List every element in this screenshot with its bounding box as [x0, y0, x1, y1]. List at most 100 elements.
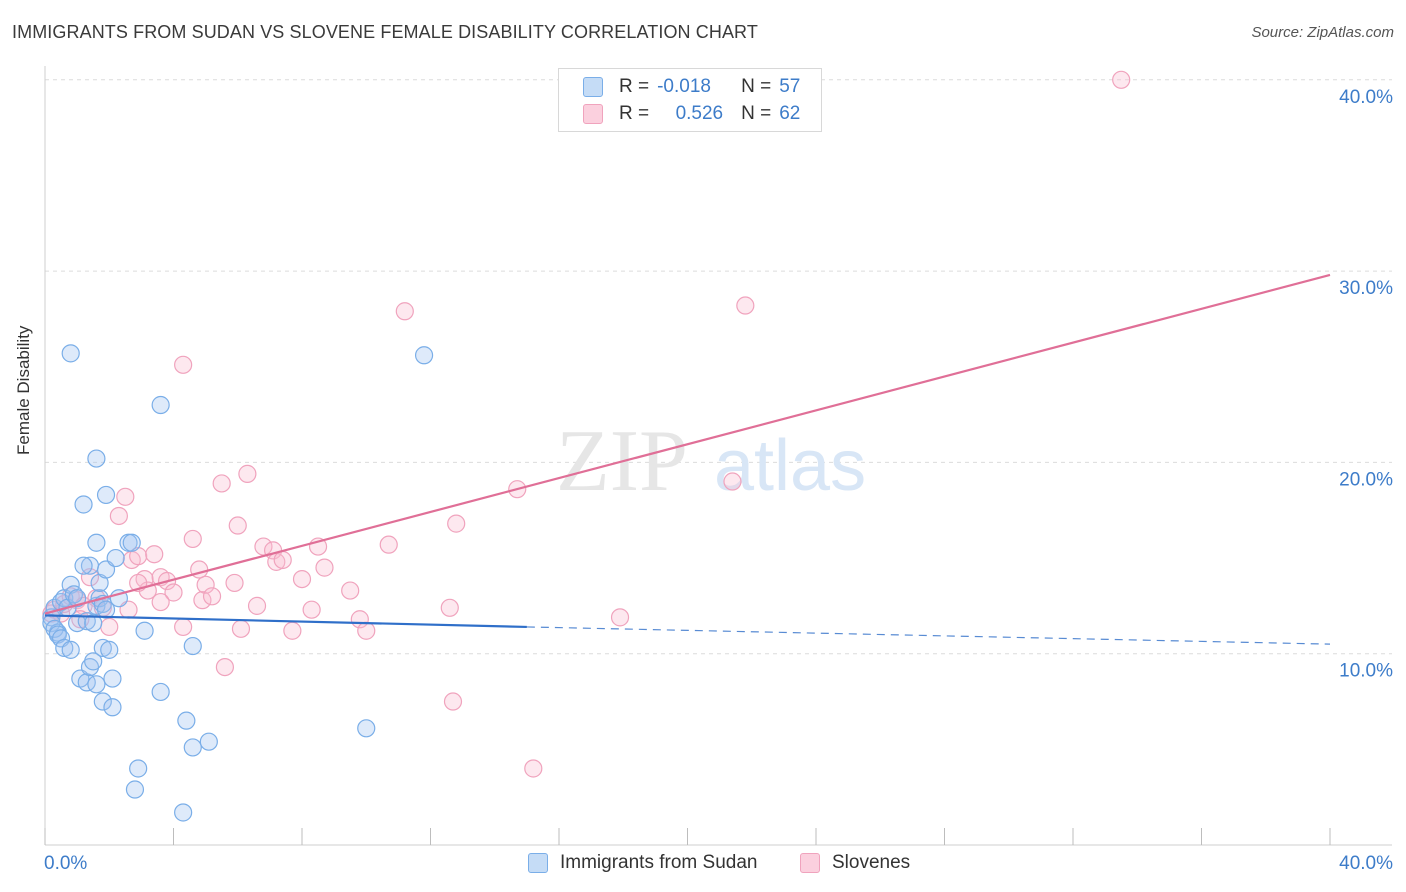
watermark-atlas: atlas: [714, 426, 866, 506]
slovenes-point: [524, 759, 543, 778]
legend-item-sudan[interactable]: Immigrants from Sudan: [528, 852, 757, 874]
slovenes-point: [164, 583, 183, 602]
slovenes-point: [273, 550, 292, 570]
sudan-point: [96, 485, 116, 505]
slovenes-point: [723, 472, 742, 491]
sudan-point: [183, 738, 202, 757]
sudan-point: [183, 636, 202, 656]
legend-row-sudan: R = -0.018 N = 57: [583, 75, 800, 99]
slovenes-point: [292, 569, 312, 589]
sudan-point: [151, 395, 170, 415]
slovenes-point: [212, 474, 231, 493]
sudan-point: [414, 346, 434, 365]
slovenes-point: [116, 487, 135, 506]
sudan-point: [93, 638, 112, 658]
sudan-point: [357, 719, 376, 738]
sudan-point: [106, 548, 125, 568]
slovenes-point: [228, 516, 247, 535]
legend-n-label: N =: [741, 103, 772, 124]
slovenes-point: [238, 464, 257, 483]
slovenes-point: [145, 545, 164, 564]
y-axis-label: Female Disability: [14, 325, 33, 455]
sudan-point: [45, 619, 64, 638]
sudan-point: [125, 780, 145, 799]
sudan-point: [55, 638, 74, 658]
slovenes-point: [174, 355, 193, 374]
watermark: ZIP atlas: [556, 413, 866, 510]
legend-label-slovenes: Slovenes: [832, 852, 911, 873]
sudan-point: [100, 640, 119, 659]
y-tick-label: 30.0%: [1339, 278, 1393, 299]
sudan-point: [135, 621, 154, 640]
legend-row-slovenes: R = 0.526 N = 62: [583, 102, 800, 126]
slovenes-point: [215, 657, 234, 677]
slovenes-swatch: [583, 104, 603, 124]
slovenes-point: [443, 692, 463, 711]
slovenes-point: [440, 598, 459, 617]
sudan-point: [87, 675, 106, 694]
sudan-point: [93, 692, 112, 711]
slovenes-point: [283, 621, 302, 640]
legend-r-value: 0.526: [675, 103, 724, 124]
sudan-point: [129, 759, 148, 778]
x-tick-labels: 0.0% 40.0%: [44, 853, 1393, 874]
sudan-point: [84, 652, 103, 671]
slovenes-point: [109, 506, 128, 526]
sudan-point: [84, 613, 103, 633]
trend-lines: [44, 273, 1331, 645]
slovenes-point: [247, 596, 267, 615]
sudan-swatch: [583, 77, 603, 97]
slovenes-point: [202, 587, 222, 606]
slovenes-point: [302, 600, 321, 619]
legend-n-value: 57: [779, 76, 801, 97]
series-legend: Immigrants from Sudan Slovenes: [0, 852, 1406, 878]
y-tick-label: 10.0%: [1339, 661, 1393, 682]
slovenes-point: [315, 558, 334, 577]
sudan-trend-line: [44, 614, 527, 629]
grid-lines: [45, 79, 1392, 655]
sudan-point: [61, 344, 80, 363]
sudan-trend-extension: [526, 626, 1331, 645]
slovenes-point: [447, 514, 466, 533]
slovenes-point: [183, 529, 202, 549]
legend-n-label: N =: [741, 76, 772, 97]
sudan-point: [74, 495, 93, 514]
sudan-point: [122, 533, 141, 552]
sudan-point: [74, 556, 93, 575]
axes: [44, 66, 1392, 846]
slovenes-point: [100, 617, 119, 637]
y-tick-label: 40.0%: [1339, 87, 1393, 108]
slovenes-point: [1112, 70, 1131, 89]
legend-item-slovenes[interactable]: Slovenes: [800, 852, 910, 874]
slovenes-point: [174, 617, 193, 637]
legend-n-value: 62: [779, 103, 801, 124]
legend-r-label: R =: [619, 76, 650, 97]
slovenes-point: [357, 621, 376, 640]
sudan-point: [177, 711, 196, 730]
slovenes-point: [231, 619, 251, 638]
slovenes-point: [341, 581, 360, 600]
slovenes-point: [395, 302, 414, 321]
sudan-point: [87, 533, 106, 552]
sudan-point: [103, 669, 122, 688]
slovenes-swatch: [800, 853, 820, 873]
sudan-point: [96, 600, 116, 619]
correlation-legend: R = -0.018 N = 57 R = 0.526 N = 62: [558, 68, 822, 132]
y-tick-labels: 10.0% 20.0% 30.0% 40.0%: [1339, 87, 1393, 682]
slovenes-point: [151, 592, 170, 612]
source-label: Source: ZipAtlas.com: [1251, 24, 1394, 41]
slovenes-point: [379, 535, 398, 554]
sudan-point: [199, 732, 218, 751]
slovenes-point: [196, 575, 215, 594]
sudan-point: [103, 698, 122, 717]
chart-title: IMMIGRANTS FROM SUDAN VS SLOVENE FEMALE …: [12, 22, 758, 42]
sudan-point: [80, 657, 100, 677]
slovenes-point: [736, 296, 755, 315]
y-tick-label: 20.0%: [1339, 469, 1393, 490]
x-tick-label: 40.0%: [1339, 853, 1393, 874]
slovenes-point: [193, 591, 212, 610]
slovenes-point: [225, 573, 244, 593]
sudan-swatch: [528, 853, 548, 873]
legend-label-sudan: Immigrants from Sudan: [560, 852, 758, 873]
